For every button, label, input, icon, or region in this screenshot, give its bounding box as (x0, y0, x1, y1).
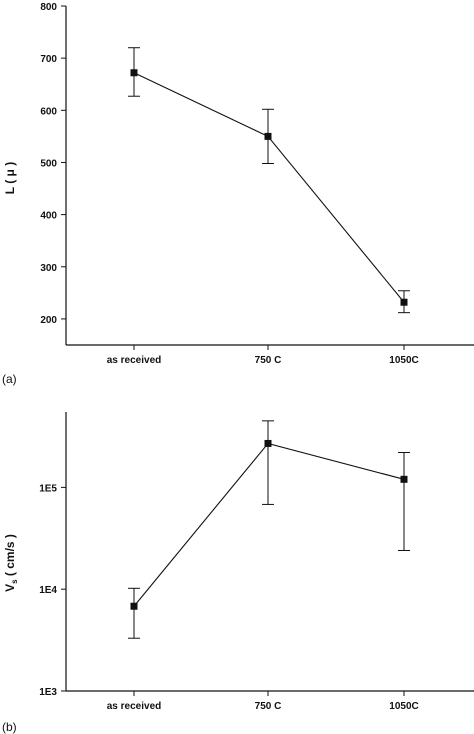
panel-a-series-line (133, 72, 405, 303)
panel-b-y-axis-title-rest: ( cm/s ) (3, 534, 17, 579)
panel-b-series-line (133, 442, 405, 607)
panel-a-data-point (400, 298, 408, 306)
panel-b-y-axis-title-main: V (3, 584, 17, 592)
panel-a-data-point (264, 132, 272, 140)
panel-b-y-tick-label: 1E4 (39, 585, 57, 596)
panel-b-x-tick-label: 750 C (255, 701, 282, 712)
panel-b-label: (b) (2, 720, 17, 734)
panel-b: (b) 1E3 1E4 1E5 as received 750 C 1050C Vs (… (2, 412, 474, 734)
panel-a-y-tick-label: 200 (40, 315, 57, 326)
panel-a-y-tick-label: 700 (40, 54, 57, 65)
panel-a-y-tick-label: 800 (40, 2, 57, 13)
panel-a-x-tick-label: as received (107, 355, 162, 366)
panel-a-x-tick-label: 750 C (255, 355, 282, 366)
panel-b-data-point (264, 439, 272, 447)
panel-b-x-tick-label: 1050C (389, 701, 418, 712)
panel-a-x-tick-label: 1050C (389, 355, 418, 366)
panel-a-x-ticks: as received 750 C 1050C (107, 345, 419, 366)
panel-b-data-point (400, 475, 408, 483)
panel-a: (a) 200 300 400 500 600 700 800 as received 750… (2, 2, 474, 386)
panel-a-data-point (130, 69, 138, 77)
panel-a-y-tick-label: 500 (40, 158, 57, 169)
panel-b-data-point (130, 602, 138, 610)
panel-b-x-tick-label: as received (107, 701, 162, 712)
panel-a-y-tick-label: 400 (40, 211, 57, 222)
panel-b-x-ticks: as received 750 C 1050C (107, 691, 419, 712)
panel-b-y-tick-label: 1E5 (39, 483, 57, 494)
panel-a-y-ticks: 200 300 400 500 600 700 800 (40, 2, 66, 326)
panel-a-y-tick-label: 300 (40, 263, 57, 274)
panel-b-series (128, 420, 410, 639)
panel-b-y-tick-label: 1E3 (39, 687, 57, 698)
panel-b-y-axis-title-sub: s (10, 579, 19, 584)
panel-b-y-axis-title: Vs ( cm/s ) (3, 534, 19, 592)
panel-b-y-ticks: 1E3 1E4 1E5 (39, 483, 66, 698)
panel-a-y-tick-label: 600 (40, 106, 57, 117)
panel-a-y-axis-title: L ( μ ) (3, 162, 17, 194)
panel-a-series (128, 47, 410, 314)
panel-a-label: (a) (2, 372, 17, 386)
